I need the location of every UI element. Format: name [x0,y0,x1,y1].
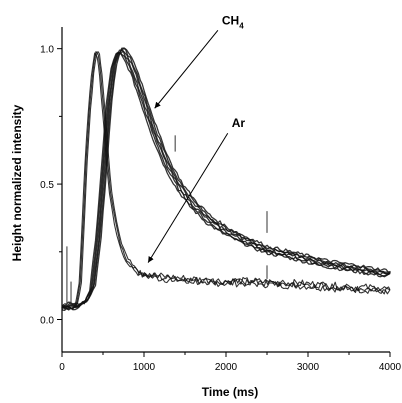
y-tick-label: 0.0 [40,316,54,327]
y-tick-label: 1.0 [40,45,54,56]
ch4-arrow [154,29,219,109]
x-tick-label: 0 [59,362,65,373]
series-ch4-trace [61,49,391,309]
ar-arrow [147,132,229,263]
series-layer [61,47,391,311]
series-ch4-trace [61,52,391,311]
series-ar-trace [62,51,391,308]
x-tick-label: 3000 [297,362,320,373]
x-axis-label: Time (ms) [202,385,258,399]
axes: 0 1000 2000 3000 4000 0.0 0.5 1.0 [40,27,402,373]
y-axis-label: Height normalized intensity [10,104,24,261]
annotations: CH4 Ar [147,13,246,263]
series-ch4-trace [64,47,391,306]
ch4-label: CH4 [222,13,244,30]
y-tick-label: 0.5 [40,180,54,191]
ar-label: Ar [232,116,246,130]
x-tick-label: 1000 [133,362,156,373]
x-tick-label: 2000 [215,362,238,373]
x-tick-label: 4000 [379,362,402,373]
series-ch4-trace [61,52,391,311]
